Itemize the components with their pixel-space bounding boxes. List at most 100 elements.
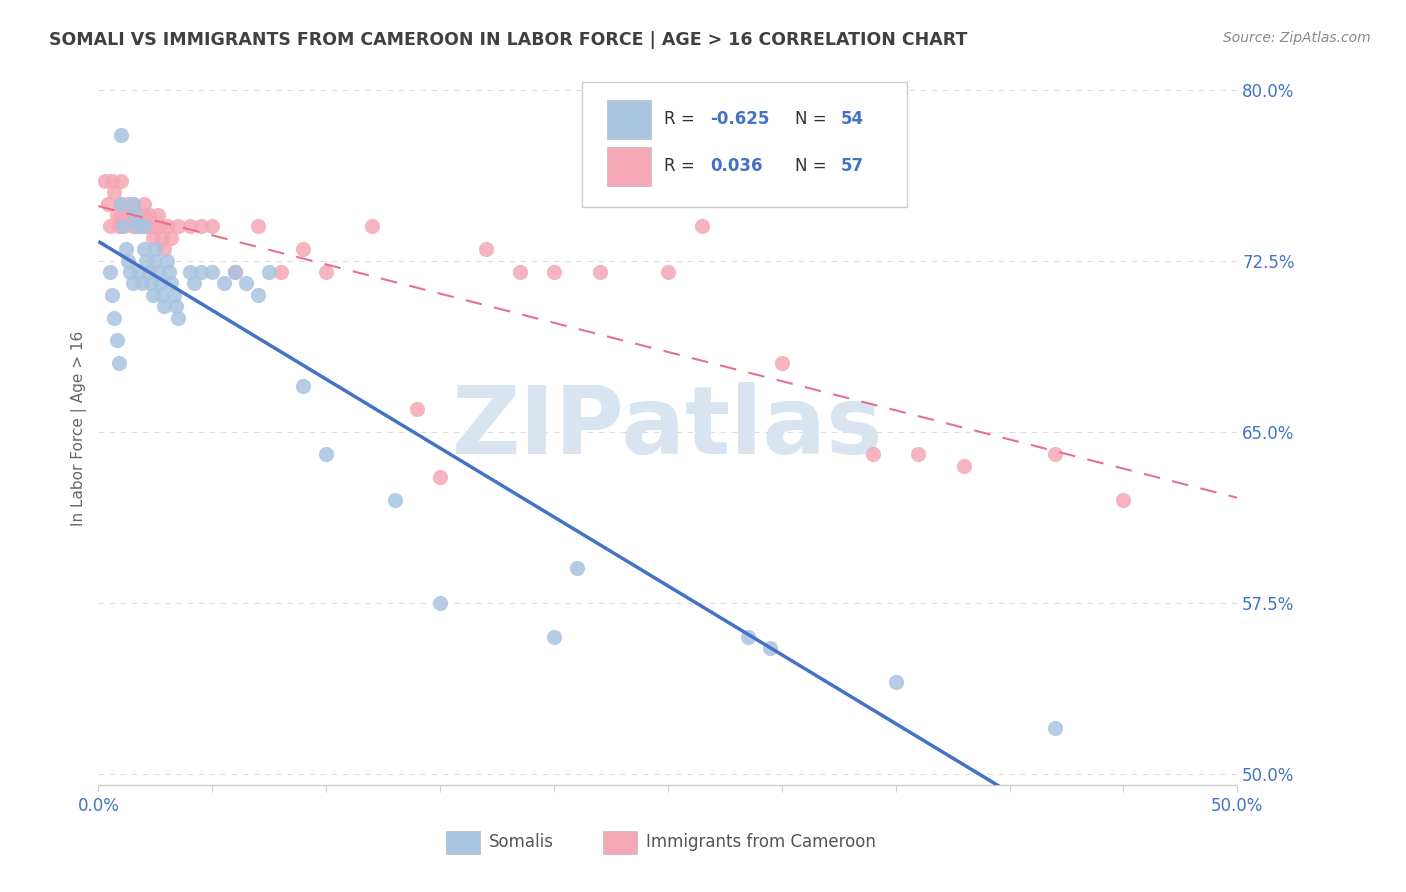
Point xyxy=(270,265,292,279)
Point xyxy=(103,310,125,325)
Point xyxy=(474,242,496,256)
Point xyxy=(121,277,143,291)
Point xyxy=(105,334,128,348)
Point xyxy=(110,208,132,222)
Point xyxy=(179,219,201,234)
Point xyxy=(149,277,172,291)
FancyBboxPatch shape xyxy=(603,831,637,855)
Point xyxy=(96,196,118,211)
Point xyxy=(98,265,121,279)
Point xyxy=(235,277,257,291)
Point xyxy=(124,208,146,222)
Point xyxy=(157,265,180,279)
Point xyxy=(315,447,337,461)
Point xyxy=(142,287,165,301)
Point xyxy=(160,277,183,291)
Text: 54: 54 xyxy=(841,111,865,128)
Point xyxy=(112,219,135,234)
Point xyxy=(690,219,713,234)
Point xyxy=(160,231,183,245)
Point xyxy=(108,219,131,234)
Point xyxy=(132,219,155,234)
Text: ZIPatlas: ZIPatlas xyxy=(453,382,883,475)
Point xyxy=(429,596,451,610)
Point xyxy=(315,265,337,279)
Point xyxy=(156,253,179,268)
Point xyxy=(759,641,782,656)
Point xyxy=(132,196,155,211)
Point xyxy=(101,174,124,188)
Point xyxy=(246,219,269,234)
Point xyxy=(120,265,142,279)
Point xyxy=(201,265,224,279)
Point xyxy=(103,185,125,199)
Point xyxy=(127,219,149,234)
Point xyxy=(165,299,187,313)
Text: SOMALI VS IMMIGRANTS FROM CAMEROON IN LABOR FORCE | AGE > 16 CORRELATION CHART: SOMALI VS IMMIGRANTS FROM CAMEROON IN LA… xyxy=(49,31,967,49)
Point xyxy=(145,242,167,256)
Point xyxy=(114,242,136,256)
Point xyxy=(121,196,143,211)
Point xyxy=(212,277,235,291)
Point xyxy=(139,277,162,291)
Point xyxy=(138,208,160,222)
Point xyxy=(190,219,212,234)
Point xyxy=(117,253,139,268)
Point xyxy=(1043,721,1066,735)
Point xyxy=(98,219,121,234)
Text: Immigrants from Cameroon: Immigrants from Cameroon xyxy=(647,833,876,851)
Point xyxy=(139,219,162,234)
Point xyxy=(110,128,132,143)
Text: -0.625: -0.625 xyxy=(710,111,769,128)
Point xyxy=(953,458,976,473)
Point xyxy=(138,265,160,279)
Point xyxy=(131,219,153,234)
Point xyxy=(183,277,205,291)
Point xyxy=(145,253,167,268)
Point xyxy=(588,265,610,279)
Point xyxy=(110,196,132,211)
Point xyxy=(657,265,679,279)
Point xyxy=(907,447,929,461)
Point xyxy=(127,219,149,234)
Point xyxy=(128,208,150,222)
Point xyxy=(142,231,165,245)
Point xyxy=(1112,493,1135,508)
Point xyxy=(110,196,132,211)
Point xyxy=(114,208,136,222)
Text: Somalis: Somalis xyxy=(489,833,554,851)
Text: R =: R = xyxy=(665,111,700,128)
Point xyxy=(131,277,153,291)
FancyBboxPatch shape xyxy=(607,100,651,139)
Point xyxy=(167,219,190,234)
Point xyxy=(429,470,451,484)
Point xyxy=(406,401,429,416)
Point xyxy=(128,265,150,279)
Point xyxy=(543,265,565,279)
Point xyxy=(770,356,793,370)
Text: N =: N = xyxy=(796,111,832,128)
Point xyxy=(259,265,281,279)
Point xyxy=(105,208,128,222)
Y-axis label: In Labor Force | Age > 16: In Labor Force | Age > 16 xyxy=(72,331,87,525)
Point xyxy=(120,208,142,222)
Point xyxy=(737,630,759,644)
Point xyxy=(121,196,143,211)
Point xyxy=(543,630,565,644)
FancyBboxPatch shape xyxy=(446,831,479,855)
Point xyxy=(862,447,884,461)
Point xyxy=(224,265,246,279)
Point xyxy=(112,219,135,234)
Text: 0.036: 0.036 xyxy=(710,157,762,175)
Point xyxy=(162,287,184,301)
Point xyxy=(145,219,167,234)
Point xyxy=(146,265,169,279)
Point xyxy=(132,208,155,222)
Point xyxy=(884,675,907,690)
Point xyxy=(565,561,588,575)
Point xyxy=(150,287,173,301)
Point xyxy=(292,379,315,393)
Point xyxy=(156,219,179,234)
Point xyxy=(101,287,124,301)
Text: R =: R = xyxy=(665,157,706,175)
